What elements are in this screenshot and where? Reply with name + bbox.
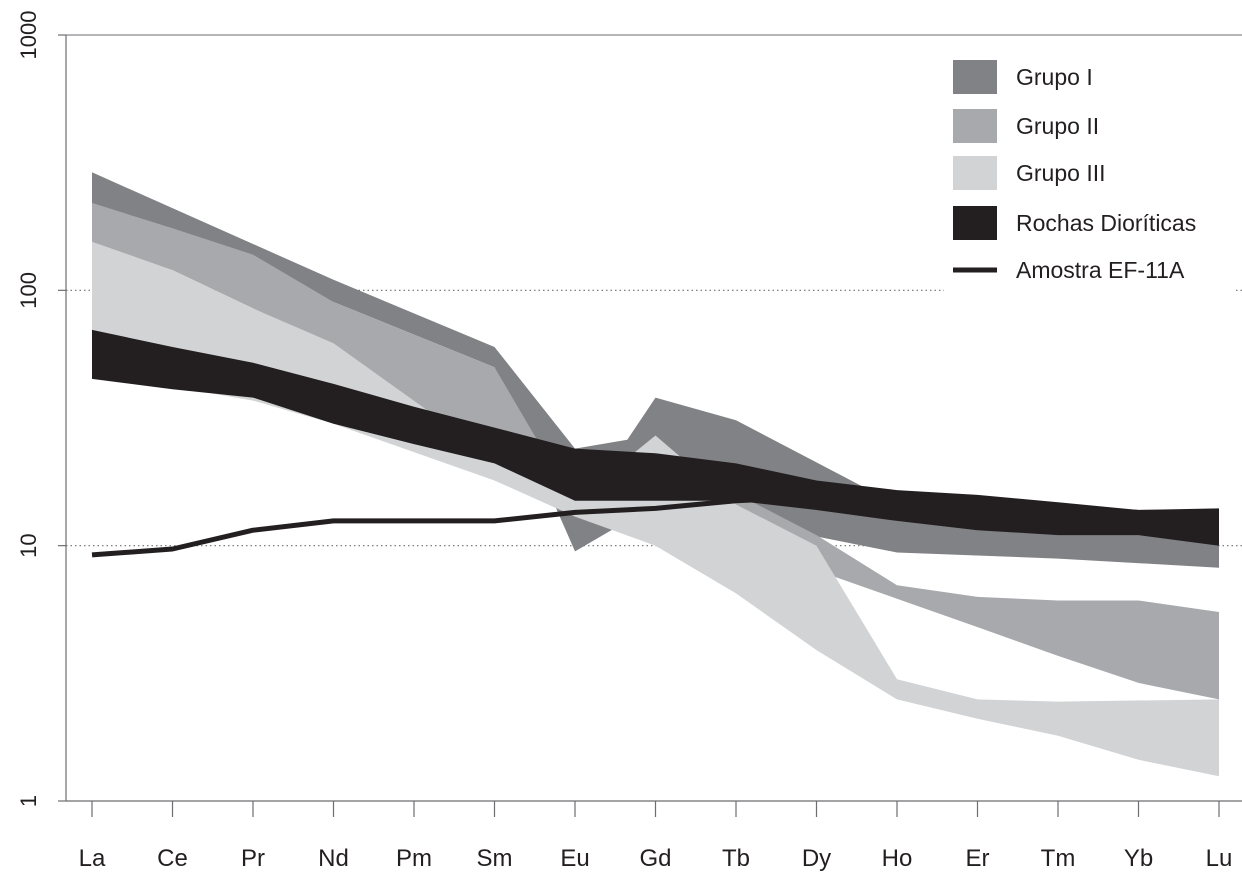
x-tick-label-tb: Tb — [722, 845, 750, 872]
legend-label: Grupo III — [1016, 160, 1105, 186]
x-tick-label-yb: Yb — [1124, 845, 1153, 872]
legend-swatch-grupo-i — [953, 60, 997, 94]
x-tick-label-ho: Ho — [882, 845, 913, 872]
line-amostra-ef-11a — [91, 494, 1219, 558]
x-tick-label-gd: Gd — [639, 845, 671, 872]
x-tick-label-er: Er — [966, 845, 990, 872]
x-tick-label-pm: Pm — [396, 845, 432, 872]
axes: 1 10 100 1000 La Ce Pr Nd Pm Sm Eu Gd Tb Dy Ho Er Tm Yb Lu — [16, 11, 1242, 872]
legend-label: Amostra EF-11A — [1016, 257, 1185, 283]
x-tick-label-la: La — [79, 845, 106, 872]
x-tick-label-lu: Lu — [1206, 845, 1233, 872]
legend: Grupo I Grupo II Grupo III Rochas Diorítica… — [944, 44, 1234, 299]
band-grupo-ii — [92, 202, 1219, 700]
legend-swatch-grupo-iii — [953, 156, 997, 190]
x-tick-label-sm: Sm — [477, 845, 513, 872]
y-tick-label: 10 — [16, 533, 41, 557]
y-tick-label: 100 — [16, 272, 41, 309]
x-tick-label-pr: Pr — [241, 845, 265, 872]
x-tick-label-ce: Ce — [157, 845, 188, 872]
legend-label: Grupo II — [1016, 113, 1099, 139]
band-rochas-dior-ticas — [92, 329, 1219, 546]
legend-label: Rochas Dioríticas — [1016, 210, 1196, 236]
x-tick-label-dy: Dy — [802, 845, 831, 872]
legend-label: Grupo I — [1016, 64, 1093, 90]
legend-swatch-rochas-dior-ticas — [953, 206, 997, 240]
legend-swatch-grupo-ii — [953, 109, 997, 143]
y-tick-label: 1 — [16, 795, 41, 807]
x-tick-label-eu: Eu — [560, 845, 589, 872]
data-lines — [91, 494, 1219, 558]
x-tick-label-nd: Nd — [318, 845, 349, 872]
y-tick-label: 1000 — [16, 11, 41, 60]
x-tick-label-tm: Tm — [1041, 845, 1076, 872]
